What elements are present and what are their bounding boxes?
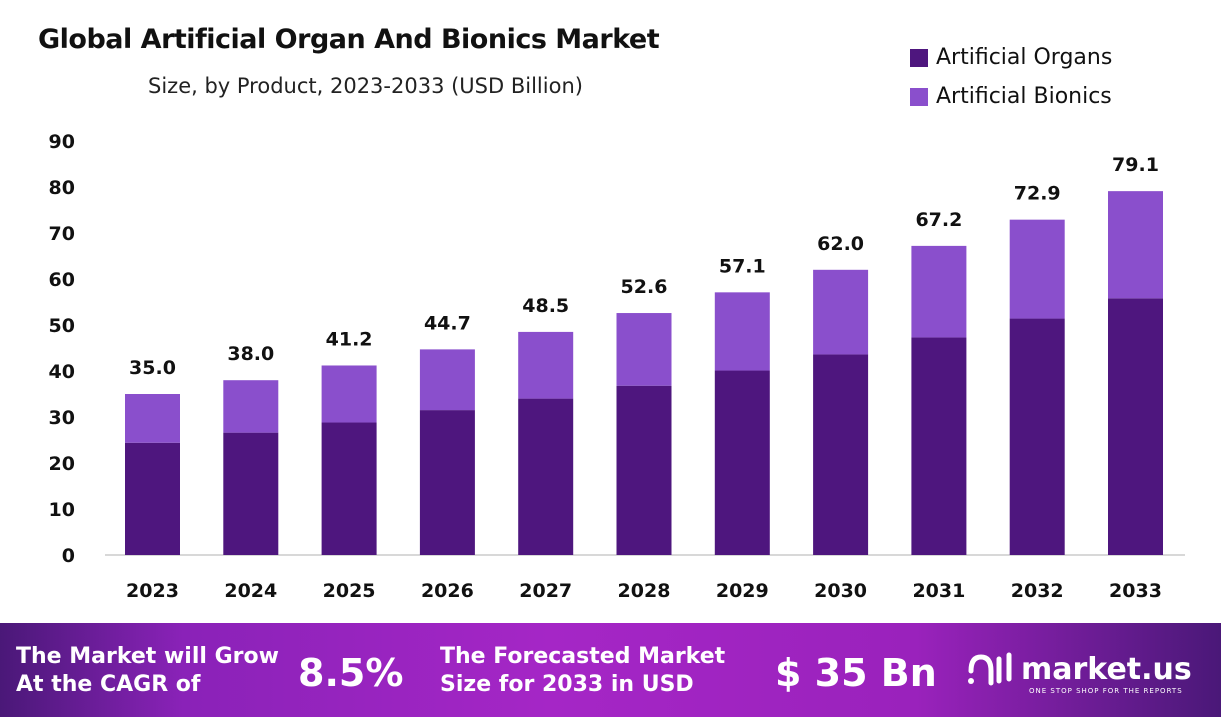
- y-tick-label: 10: [49, 499, 75, 521]
- y-tick-label: 0: [62, 545, 75, 567]
- forecast-label: The Forecasted Market Size for 2033 in U…: [440, 643, 725, 699]
- cagr-label-line1: The Market will Grow: [16, 644, 279, 669]
- forecast-label-line2: Size for 2033 in USD: [440, 672, 694, 697]
- y-tick-label: 20: [49, 453, 75, 475]
- y-tick-label: 60: [49, 269, 75, 291]
- bar-organs-2027: [518, 398, 574, 555]
- market-us-logo: market.us ONE STOP SHOP FOR THE REPORTS: [965, 649, 1192, 695]
- x-tick-label: 2028: [618, 580, 671, 602]
- footer-banner: The Market will Grow At the CAGR of 8.5%…: [0, 623, 1221, 717]
- bar-bionics-2030: [813, 269, 869, 355]
- x-tick-label: 2029: [716, 580, 769, 602]
- y-tick-label: 40: [49, 361, 75, 383]
- forecast-label-line1: The Forecasted Market: [440, 644, 726, 669]
- x-tick-label: 2024: [224, 580, 277, 602]
- cagr-label-line2: At the CAGR of: [16, 672, 201, 697]
- data-label-total: 57.1: [719, 255, 766, 277]
- legend-swatch-bionics: [910, 87, 928, 106]
- bar-organs-2024: [223, 432, 279, 555]
- x-tick-label: 2025: [323, 580, 376, 602]
- legend-swatch-organs: [910, 48, 928, 67]
- bar-organs-2030: [813, 354, 869, 555]
- bar-bionics-2027: [518, 331, 574, 399]
- data-label-total: 72.9: [1014, 183, 1061, 205]
- bar-bionics-2025: [321, 365, 377, 423]
- bar-organs-2031: [911, 337, 967, 555]
- x-tick-label: 2030: [814, 580, 867, 602]
- legend-label-bionics: Artificial Bionics: [936, 84, 1112, 109]
- bar-bionics-2023: [125, 394, 180, 443]
- logo-text: market.us: [1021, 651, 1192, 687]
- y-tick-label: 30: [49, 407, 75, 429]
- bar-bionics-2029: [714, 292, 770, 371]
- chart-subtitle: Size, by Product, 2023-2033 (USD Billion…: [148, 74, 583, 98]
- x-tick-label: 2031: [912, 580, 965, 602]
- y-tick-label: 90: [49, 131, 75, 153]
- bar-organs-2033: [1108, 298, 1163, 555]
- logo-icon: [968, 652, 1012, 686]
- bar-bionics-2026: [419, 349, 475, 411]
- cagr-label: The Market will Grow At the CAGR of: [16, 643, 279, 699]
- x-tick-label: 2027: [519, 580, 572, 602]
- forecast-value: $ 35 Bn: [775, 651, 937, 695]
- bar-bionics-2028: [616, 313, 672, 386]
- data-label-total: 79.1: [1112, 154, 1159, 176]
- bar-bionics-2033: [1108, 191, 1163, 299]
- y-tick-label: 50: [49, 315, 75, 337]
- bar-organs-2025: [321, 422, 377, 555]
- bar-chart: 010203040506070809035.0202338.0202441.22…: [49, 131, 1185, 602]
- bar-organs-2028: [616, 385, 672, 555]
- data-label-total: 48.5: [522, 295, 569, 317]
- y-tick-label: 80: [49, 177, 75, 199]
- data-label-total: 38.0: [227, 343, 274, 365]
- legend-item-bionics: Artificial Bionics: [910, 84, 1112, 109]
- bar-bionics-2024: [223, 380, 279, 433]
- bar-organs-2029: [714, 370, 770, 555]
- legend-label-organs: Artificial Organs: [936, 45, 1113, 70]
- data-label-total: 41.2: [326, 328, 373, 350]
- x-tick-label: 2032: [1011, 580, 1064, 602]
- y-tick-label: 70: [49, 223, 75, 245]
- x-tick-label: 2033: [1109, 580, 1162, 602]
- bar-organs-2026: [419, 410, 475, 555]
- legend-item-organs: Artificial Organs: [910, 45, 1112, 70]
- data-label-total: 62.0: [817, 233, 864, 255]
- chart-title: Global Artificial Organ And Bionics Mark…: [38, 24, 660, 55]
- data-label-total: 52.6: [621, 276, 668, 298]
- bar-organs-2023: [125, 442, 180, 555]
- x-tick-label: 2023: [126, 580, 179, 602]
- bar-bionics-2031: [911, 245, 967, 338]
- data-label-total: 35.0: [129, 357, 176, 379]
- bar-bionics-2032: [1009, 219, 1065, 319]
- x-tick-label: 2026: [421, 580, 474, 602]
- bar-organs-2032: [1009, 318, 1065, 555]
- cagr-value: 8.5%: [298, 651, 404, 695]
- data-label-total: 67.2: [915, 209, 962, 231]
- logo-tagline: ONE STOP SHOP FOR THE REPORTS: [1029, 687, 1183, 695]
- data-label-total: 44.7: [424, 312, 471, 334]
